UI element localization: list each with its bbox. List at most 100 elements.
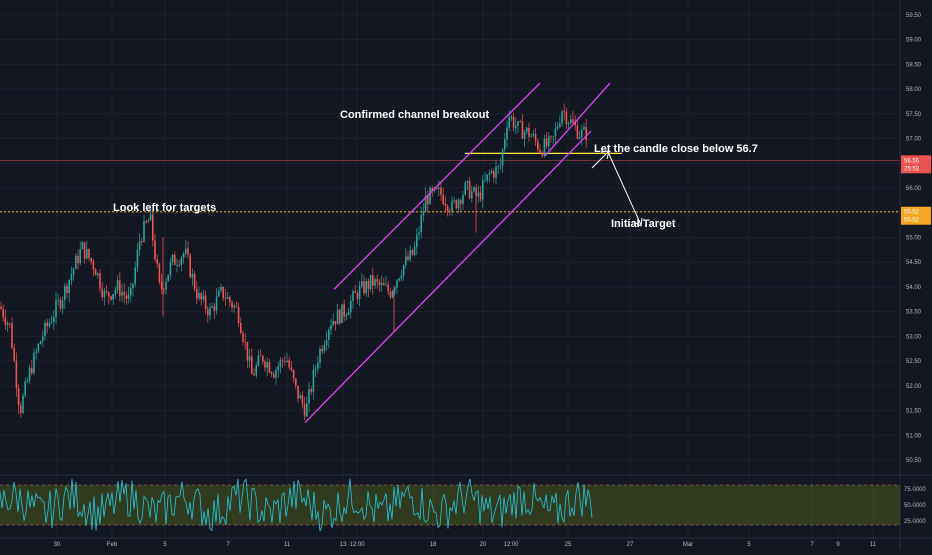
- candle-up: [462, 194, 464, 204]
- candle-up: [64, 285, 66, 301]
- candle-up: [559, 123, 561, 127]
- candle-up: [420, 215, 422, 233]
- candle-up: [28, 367, 31, 381]
- candle-up: [497, 165, 499, 167]
- candle-down: [204, 295, 207, 310]
- candle-down: [475, 187, 477, 197]
- candle-up: [169, 261, 172, 275]
- candle-up: [116, 280, 119, 290]
- candlestick-series: [0, 103, 587, 421]
- candle-down: [246, 341, 249, 361]
- candle-up: [39, 341, 42, 345]
- time-axis[interactable]: 30 Feb 5 7 11 13 12:00 18 20 12:00 25 27 Mar 5 7 9 11: [0, 537, 932, 548]
- candle-up: [402, 264, 405, 276]
- candle-down: [189, 254, 191, 278]
- candle-down: [110, 296, 112, 300]
- candle-up: [26, 380, 29, 382]
- candle-down: [207, 309, 209, 316]
- candle-up: [198, 293, 200, 299]
- candle-up: [312, 370, 315, 392]
- price-tick-label: 57.50: [906, 112, 922, 118]
- time-tick-label: 27: [627, 542, 634, 548]
- candle-down: [251, 356, 253, 374]
- candle-up: [530, 135, 532, 137]
- candle-up: [220, 286, 222, 291]
- candle-down: [119, 280, 121, 296]
- price-tick-label: 59.50: [906, 13, 922, 19]
- candle-up: [396, 280, 398, 288]
- candle-up: [517, 121, 519, 126]
- candle-down: [231, 302, 233, 308]
- candle-down: [431, 188, 433, 191]
- candle-up: [409, 249, 411, 260]
- candle-up: [398, 278, 400, 281]
- candle-down: [4, 317, 7, 325]
- price-tick-label: 53.50: [906, 310, 922, 316]
- candle-down: [444, 203, 447, 206]
- candle-up: [48, 322, 51, 327]
- candle-down: [163, 289, 165, 291]
- channel-spacer: [540, 83, 612, 88]
- candle-down: [196, 289, 198, 299]
- candle-up: [471, 191, 473, 199]
- price-axis[interactable]: 50.50 51.00 51.50 52.00 52.50 53.00 53.50 54.00…: [899, 0, 931, 550]
- candle-down: [156, 259, 158, 265]
- candle-up: [308, 388, 310, 404]
- time-tick-label: 25: [565, 542, 572, 548]
- time-tick-label: 5: [163, 542, 167, 548]
- candle-down: [387, 284, 389, 292]
- candle-up: [24, 381, 26, 396]
- candle-down: [541, 152, 543, 156]
- candle-down: [378, 281, 381, 286]
- candle-down: [160, 281, 163, 290]
- time-tick-label: 7: [226, 542, 230, 548]
- breakout-label: Confirmed channel breakout: [340, 109, 489, 121]
- candle-down: [539, 149, 541, 153]
- candle-down: [303, 403, 306, 417]
- candle-up: [55, 300, 57, 318]
- price-tick-label: 52.50: [906, 359, 922, 365]
- candle-up: [330, 325, 332, 330]
- candle-down: [284, 361, 286, 362]
- candle-down: [66, 285, 68, 294]
- candle-up: [416, 234, 418, 248]
- rsi-tick-label: 25.0000: [904, 519, 926, 525]
- candle-up: [345, 314, 348, 317]
- candle-down: [224, 297, 227, 299]
- candle-down: [0, 306, 2, 309]
- candle-down: [244, 341, 246, 343]
- candle-up: [499, 165, 502, 167]
- candle-down: [158, 264, 161, 282]
- candle-down: [376, 279, 378, 282]
- candle-down: [59, 300, 62, 309]
- candle-up: [490, 171, 493, 174]
- rsi-pane[interactable]: 75.0000 50.0000 25.0000: [0, 474, 932, 532]
- candle-up: [112, 293, 114, 300]
- candle-down: [455, 200, 458, 209]
- candle-down: [446, 205, 449, 211]
- candle-down: [512, 116, 515, 128]
- rsi-line: [0, 478, 593, 532]
- candle-up: [581, 129, 583, 138]
- candle-up: [400, 275, 403, 279]
- candle-down: [534, 134, 537, 142]
- price-tick-label: 56.00: [906, 186, 922, 192]
- candle-up: [226, 296, 229, 299]
- candle-up: [488, 173, 491, 175]
- candle-up: [171, 254, 174, 262]
- candle-up: [341, 304, 343, 323]
- candle-up: [136, 249, 139, 268]
- candle-up: [554, 128, 557, 137]
- candle-up: [209, 307, 211, 316]
- candle-down: [101, 288, 103, 298]
- time-tick-label: 13: [340, 542, 347, 548]
- candle-up: [72, 268, 75, 275]
- price-badge-sub: 25:53: [904, 166, 920, 172]
- candle-down: [46, 322, 48, 327]
- candle-up: [22, 395, 24, 413]
- candle-up: [277, 366, 279, 371]
- annotations: Confirmed channel breakout Let the candle…: [113, 109, 758, 230]
- candle-up: [215, 296, 218, 311]
